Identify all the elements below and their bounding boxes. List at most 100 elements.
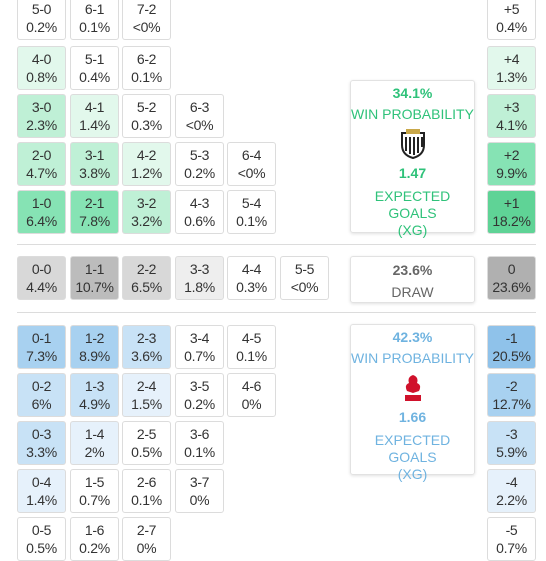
probability: 0.6% [184, 213, 215, 229]
score-cell: 4-5 0.1% [227, 325, 276, 369]
score: 2-6 [136, 474, 157, 490]
probability: 20.5% [492, 348, 531, 364]
score: 0-3 [31, 426, 52, 442]
score: 3-5 [189, 378, 210, 394]
score-cell: 4-4 0.3% [227, 256, 276, 300]
score: 0-0 [31, 261, 52, 277]
probability: 1.8% [184, 279, 215, 295]
probability: 1.4% [79, 117, 110, 133]
probability: 0.1% [131, 492, 162, 508]
score-cell: 3-2 3.2% [122, 190, 171, 234]
score-cell: 6-2 0.1% [122, 46, 171, 90]
score: 5-5 [294, 261, 315, 277]
score-cell: -1 20.5% [487, 325, 536, 369]
xg-abbr: (XG) [397, 222, 428, 238]
score-cell: 1-5 0.7% [70, 469, 119, 513]
probability: 1.3% [496, 69, 527, 85]
probability: 5.9% [496, 444, 527, 460]
score-cell: 5-5 <0% [280, 256, 329, 300]
score-cell: 2-1 7.8% [70, 190, 119, 234]
score-cell: 3-0 2.3% [17, 94, 66, 138]
probability: 0.5% [131, 444, 162, 460]
score-cell: 7-2 <0% [122, 0, 171, 40]
score: 2-5 [136, 426, 157, 442]
probability: 0.5% [26, 540, 57, 556]
probability: 0.1% [236, 213, 267, 229]
score: 6-3 [189, 99, 210, 115]
xg-abbr: (XG) [397, 466, 428, 482]
score-cell: 4-3 0.6% [175, 190, 224, 234]
score-cell: 4-0 0.8% [17, 46, 66, 90]
xg-label: EXPECTED GOALS [374, 432, 451, 465]
score-cell: 2-7 0% [122, 517, 171, 561]
score: 6-2 [136, 51, 157, 67]
score: 1-0 [31, 195, 52, 211]
probability: <0% [290, 279, 319, 295]
probability: 0.2% [79, 540, 110, 556]
score-cell: 3-6 0.1% [175, 421, 224, 465]
probability: 6.5% [131, 279, 162, 295]
score: 6-1 [84, 1, 105, 17]
probability: 4.9% [79, 396, 110, 412]
probability: 10.7% [75, 279, 114, 295]
probability: 1.2% [131, 165, 162, 181]
probability: 0.1% [131, 69, 162, 85]
score: 1-6 [84, 522, 105, 538]
score: 3-4 [189, 330, 210, 346]
score-cell: 3-5 0.2% [175, 373, 224, 417]
score-cell: 0-4 1.4% [17, 469, 66, 513]
score: 1-3 [84, 378, 105, 394]
score-cell: -4 2.2% [487, 469, 536, 513]
score: +3 [503, 99, 520, 115]
draw-card: 23.6% DRAW [350, 256, 475, 303]
away-card: 42.3% WIN PROBABILITY 1.66 EXPECTED GOAL… [350, 324, 475, 482]
probability: 0.1% [184, 444, 215, 460]
score: -2 [505, 378, 518, 394]
probability: 4.4% [26, 279, 57, 295]
score: +4 [503, 51, 520, 67]
score-cell: +4 1.3% [487, 46, 536, 90]
score-cell: 1-2 8.9% [70, 325, 119, 369]
win-label: WIN PROBABILITY [351, 106, 474, 122]
score-cell: 4-1 1.4% [70, 94, 119, 138]
score: 0-2 [31, 378, 52, 394]
win-probability: 42.3% [392, 329, 433, 345]
probability: 0.8% [26, 69, 57, 85]
score: 3-0 [31, 99, 52, 115]
probability: 0.4% [496, 19, 527, 35]
score: 4-2 [136, 147, 157, 163]
score-cell: 1-3 4.9% [70, 373, 119, 417]
draw-probability: 23.6% [392, 262, 433, 278]
probability: 1.5% [131, 396, 162, 412]
score: 0-4 [31, 474, 52, 490]
score-cell: 5-1 0.4% [70, 46, 119, 90]
score-cell: -3 5.9% [487, 421, 536, 465]
score-cell: 0-1 7.3% [17, 325, 66, 369]
score: 2-1 [84, 195, 105, 211]
score-cell: 4-2 1.2% [122, 142, 171, 186]
score: 2-0 [31, 147, 52, 163]
probability: 4.1% [496, 117, 527, 133]
probability: 0.3% [131, 117, 162, 133]
score: +2 [503, 147, 520, 163]
score-cell: 3-7 0% [175, 469, 224, 513]
score-cell: 6-3 <0% [175, 94, 224, 138]
probability: <0% [132, 19, 161, 35]
away-logo [404, 375, 421, 401]
score-cell: 0-3 3.3% [17, 421, 66, 465]
score: 0-5 [31, 522, 52, 538]
score: 2-2 [136, 261, 157, 277]
expected-goals: 1.47 [398, 165, 427, 181]
score: +1 [503, 195, 520, 211]
probability: 0.2% [184, 396, 215, 412]
probability: 0.3% [236, 279, 267, 295]
score: 3-1 [84, 147, 105, 163]
score: 4-4 [241, 261, 262, 277]
home-card: 34.1% WIN PROBABILITY 1.47 EXPECTED GOAL… [350, 80, 475, 238]
probability: 2.2% [496, 492, 527, 508]
score-cell: 5-4 0.1% [227, 190, 276, 234]
score: 1-2 [84, 330, 105, 346]
score-cell: -2 12.7% [487, 373, 536, 417]
score: 1-4 [84, 426, 105, 442]
win-probability: 34.1% [392, 85, 433, 101]
